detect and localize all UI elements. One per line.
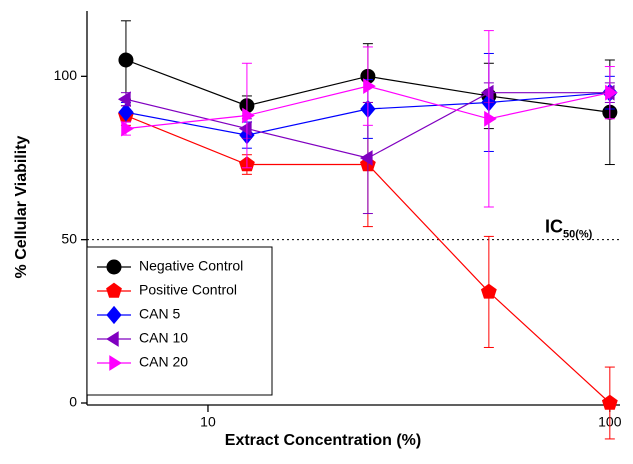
marker (118, 91, 131, 108)
marker (601, 394, 618, 410)
marker (363, 78, 376, 95)
x-axis-label: Extract Concentration (%) (225, 432, 421, 449)
marker (238, 120, 252, 137)
y-tick-label: 0 (69, 394, 77, 410)
marker (480, 283, 497, 299)
marker (484, 110, 497, 127)
legend-label: CAN 10 (139, 330, 188, 346)
y-tick-label: 50 (61, 230, 77, 246)
legend-label: CAN 5 (139, 306, 180, 322)
legend-label: Positive Control (139, 282, 237, 298)
marker (359, 150, 373, 166)
y-tick-label: 100 (54, 67, 78, 83)
marker (605, 84, 618, 101)
marker (106, 305, 122, 325)
marker (121, 120, 134, 137)
reference-label-sub: 50(%) (563, 229, 593, 241)
marker (106, 259, 122, 275)
marker (106, 331, 119, 347)
legend-label: CAN 20 (139, 354, 188, 370)
reference-label-main: IC (545, 216, 563, 236)
marker (118, 103, 134, 122)
marker (242, 107, 255, 124)
marker (109, 355, 122, 371)
legend-label: Negative Control (139, 258, 243, 274)
y-axis-label: % Cellular Viability (13, 135, 30, 278)
marker (480, 84, 494, 101)
marker (106, 282, 122, 298)
reference-label: IC50(%) (545, 216, 593, 240)
marker (118, 52, 134, 68)
x-tick-label: 10 (200, 414, 216, 430)
